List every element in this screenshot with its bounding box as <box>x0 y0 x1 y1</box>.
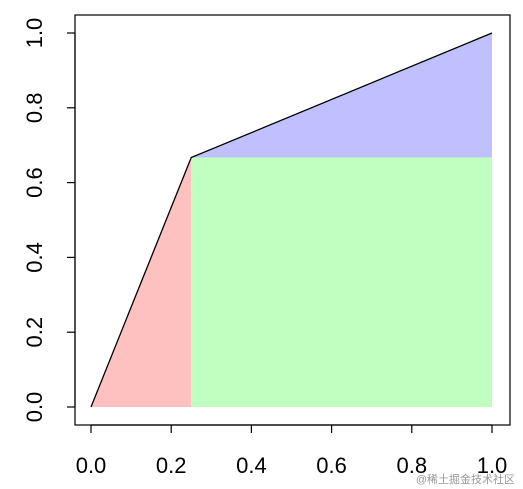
line <box>90 32 493 408</box>
x-tick-label: 0.8 <box>397 453 428 478</box>
watermark: @稀土掘金技术社区 <box>416 472 515 486</box>
x-tick-label: 0.2 <box>156 453 187 478</box>
y-tick-label: 0.4 <box>22 242 47 273</box>
y-tick-label: 0.6 <box>22 167 47 198</box>
y-tick-label: 0.2 <box>22 317 47 348</box>
x-tick-label: 0.6 <box>316 453 347 478</box>
y-tick-label: 0.8 <box>22 93 47 124</box>
y-tick-label: 1.0 <box>22 18 47 49</box>
x-tick-label: 1.0 <box>477 453 508 478</box>
x-tick-label: 0.0 <box>76 453 107 478</box>
x-tick-label: 0.4 <box>236 453 267 478</box>
area-rect <box>191 157 492 407</box>
y-tick-label: 0.0 <box>22 392 47 423</box>
